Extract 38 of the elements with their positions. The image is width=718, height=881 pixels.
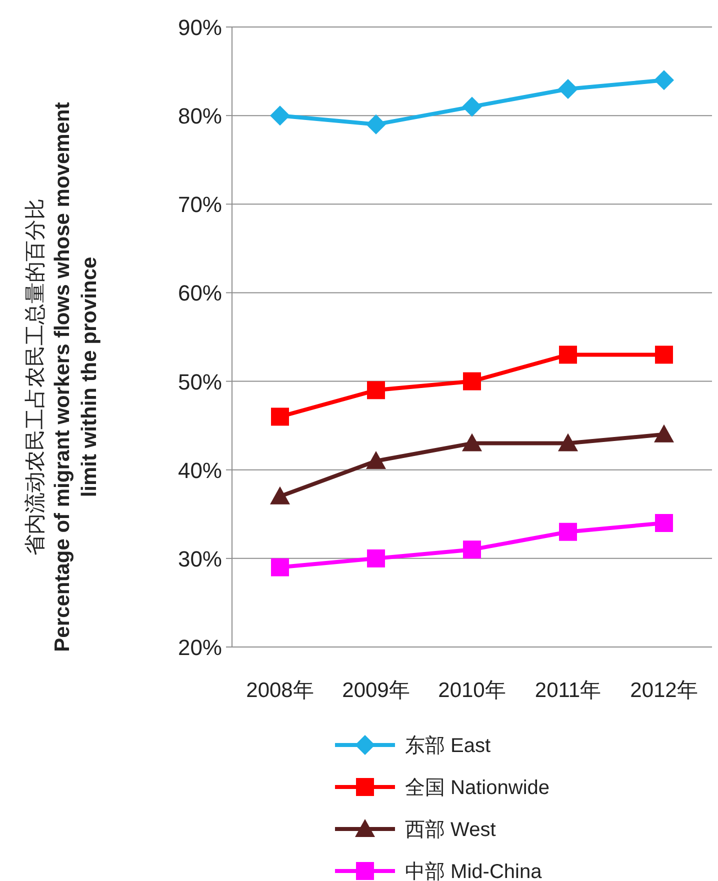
point [462, 433, 482, 452]
point [463, 540, 481, 559]
x-tick-label: 2010年 [438, 679, 506, 702]
point [271, 408, 289, 426]
point [366, 114, 386, 134]
point [654, 70, 674, 90]
point [367, 381, 385, 400]
point [559, 522, 577, 541]
point [270, 106, 290, 126]
point [558, 433, 578, 452]
x-tick-label: 2012年 [630, 679, 698, 702]
y-tick-label: 40% [178, 458, 222, 483]
legend-label: 东部 East [405, 735, 492, 757]
x-tick-label: 2011年 [534, 679, 602, 702]
point [655, 346, 673, 364]
x-tick-label: 2009年 [342, 679, 410, 702]
point [655, 514, 673, 532]
point [367, 549, 385, 568]
point [558, 79, 578, 99]
point [270, 486, 290, 504]
legend-label: 全国 Nationwide [405, 777, 550, 799]
y-tick-label: 50% [178, 369, 222, 394]
y-tick-label: 70% [178, 192, 222, 218]
y-tick-label: 80% [178, 104, 222, 129]
y-tick-label: 30% [178, 546, 222, 572]
y-tick-label: 20% [178, 635, 222, 660]
legend-label: 西部 West [405, 819, 496, 841]
point [654, 424, 674, 442]
point [559, 346, 577, 364]
point [366, 451, 386, 469]
point [271, 558, 289, 576]
y-axis-title: 省内流动农民工占农民工总量的百分比 Percentage of migrant workers flows whose movement limit within the province [24, 102, 101, 652]
x-tick-label: 2008年 [246, 679, 314, 702]
y-tick-label: 60% [178, 280, 222, 306]
legend-label: 中部 Mid-China [405, 861, 543, 881]
point [462, 96, 482, 117]
y-tick-label: 90% [178, 15, 222, 40]
point [463, 372, 481, 390]
